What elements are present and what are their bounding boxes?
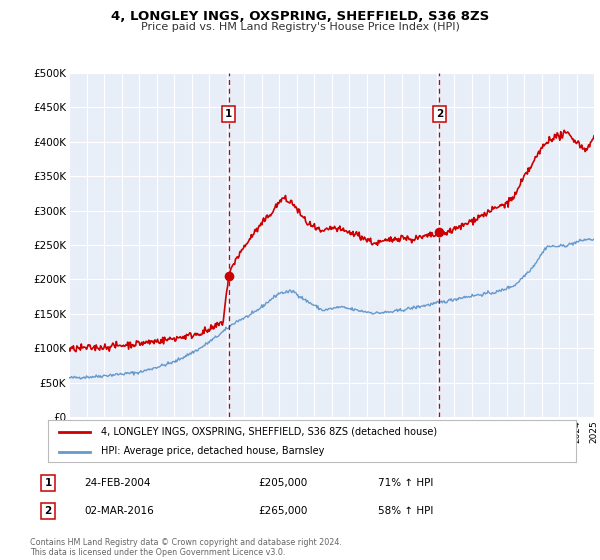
Text: £205,000: £205,000 [258,478,307,488]
Text: 02-MAR-2016: 02-MAR-2016 [84,506,154,516]
Text: 71% ↑ HPI: 71% ↑ HPI [378,478,433,488]
Text: 1: 1 [44,478,52,488]
Text: 2: 2 [44,506,52,516]
Text: HPI: Average price, detached house, Barnsley: HPI: Average price, detached house, Barn… [101,446,324,456]
Text: 58% ↑ HPI: 58% ↑ HPI [378,506,433,516]
Text: 4, LONGLEY INGS, OXSPRING, SHEFFIELD, S36 8ZS (detached house): 4, LONGLEY INGS, OXSPRING, SHEFFIELD, S3… [101,427,437,437]
Text: 2: 2 [436,109,443,119]
Text: Price paid vs. HM Land Registry's House Price Index (HPI): Price paid vs. HM Land Registry's House … [140,22,460,32]
Text: 1: 1 [225,109,232,119]
Text: 24-FEB-2004: 24-FEB-2004 [84,478,151,488]
Text: £265,000: £265,000 [258,506,307,516]
Text: 4, LONGLEY INGS, OXSPRING, SHEFFIELD, S36 8ZS: 4, LONGLEY INGS, OXSPRING, SHEFFIELD, S3… [111,10,489,23]
Text: Contains HM Land Registry data © Crown copyright and database right 2024.
This d: Contains HM Land Registry data © Crown c… [30,538,342,557]
